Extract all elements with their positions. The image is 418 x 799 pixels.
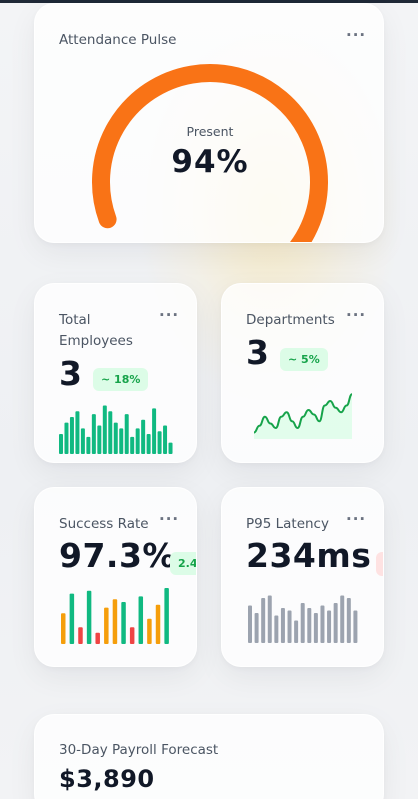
spark-bar [333,603,338,643]
spark-bar [157,431,162,454]
spark-bar [146,434,151,454]
total-employees-card: Total Employees ··· 3 ~ 18% [34,283,197,463]
spark-bar [147,618,152,644]
top-border [0,0,418,3]
spark-bar [129,627,135,644]
spark-bar [121,602,126,644]
card-title: Success Rate [59,516,149,532]
success-rate-card: Success Rate ··· 97.3% 2.4 [34,487,197,667]
success-rate-bar-sparkline [61,588,169,644]
spark-bar [300,603,305,643]
forecast-value: $3,890 [59,765,155,793]
spark-bar [113,422,118,454]
departments-line-sparkline [253,393,353,439]
spark-bar [59,434,63,454]
spark-bar [307,608,312,643]
spark-bar [155,604,161,644]
spark-bar [320,605,325,643]
spark-bar [75,411,80,454]
spark-bar [112,599,118,644]
spark-bar [254,613,259,643]
spark-line [253,393,353,434]
spark-bar [102,405,107,454]
spark-bar [86,436,91,454]
trend-badge: ~ 18% [93,368,149,391]
spark-bar [97,425,102,454]
spark-bar [261,598,266,643]
trend-badge-edge [376,552,383,576]
spark-bar [108,411,113,454]
spark-bar [353,610,358,643]
spark-area [254,394,352,439]
more-horizontal-icon[interactable]: ··· [346,26,367,44]
spark-bar [64,422,69,454]
spark-bar [248,605,252,643]
spark-bar [294,620,299,643]
card-title: Departments [246,312,335,328]
more-horizontal-icon[interactable]: ··· [346,306,367,324]
spark-bar [280,608,285,643]
spark-bar [104,607,109,644]
spark-bar [119,428,124,454]
card-title: 30-Day Payroll Forecast [59,742,219,758]
metric-value: 3 [246,333,270,372]
spark-bar [138,596,144,644]
gauge-value: 94% [171,144,249,180]
trend-badge: ~ 5% [280,348,328,371]
gauge-center-label: Present [186,124,234,139]
spark-bar [80,428,85,454]
spark-bar [141,419,146,454]
spark-bar [78,627,83,644]
p95-latency-card: P95 Latency ··· 234ms [221,487,384,667]
employees-bar-sparkline [59,405,173,454]
latency-bar-sparkline [248,595,358,643]
spark-bar [287,610,292,643]
spark-bar [274,615,279,643]
spark-bar [327,610,332,643]
spark-bar [91,414,96,454]
spark-bar [164,588,169,644]
spark-bar [168,442,173,454]
departments-card: Departments ··· 3 ~ 5% [221,283,384,463]
gauge-fill [92,64,328,242]
spark-bar [124,414,129,454]
metric-value: 97.3% [59,536,176,575]
more-horizontal-icon[interactable]: ··· [346,510,367,528]
attendance-gauge [92,64,328,242]
card-title: P95 Latency [246,516,329,532]
card-title: Total Employees [59,312,133,349]
trend-badge: 2.4 [170,552,196,575]
metric-value: 3 [59,354,83,393]
spark-bar [346,598,351,643]
spark-bar [135,428,140,454]
more-horizontal-icon[interactable]: ··· [159,306,180,324]
spark-bar [69,593,75,644]
spark-bar [130,436,135,454]
spark-bar [95,632,100,644]
spark-bar [313,613,318,643]
attendance-pulse-card: Attendance Pulse ··· Present 94% [34,3,384,243]
payroll-forecast-card: 30-Day Payroll Forecast $3,890 [34,714,384,799]
spark-bar [340,595,345,643]
metric-value: 234ms [246,536,372,575]
spark-bar [86,590,92,644]
spark-bar [152,408,157,454]
spark-bar [61,613,66,644]
card-title: Attendance Pulse [59,32,177,48]
more-horizontal-icon[interactable]: ··· [159,510,180,528]
spark-bar [69,416,74,454]
spark-bar [163,425,168,454]
spark-bar [267,595,272,643]
